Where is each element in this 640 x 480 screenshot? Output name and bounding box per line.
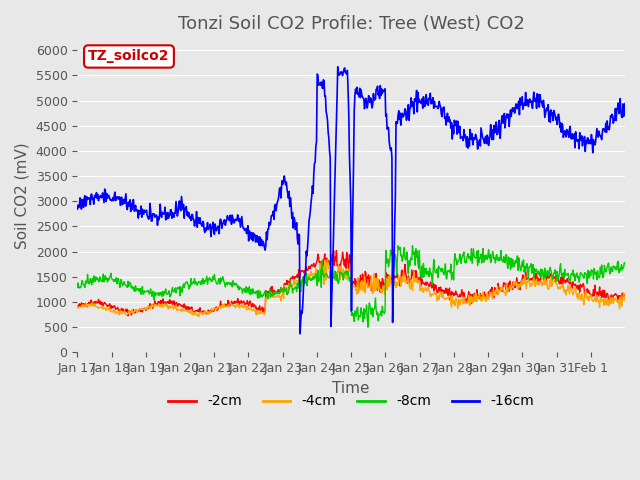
Legend: -2cm, -4cm, -8cm, -16cm: -2cm, -4cm, -8cm, -16cm	[163, 389, 540, 414]
-4cm	[490, 292, 498, 298]
-8cm	[409, 243, 417, 249]
-4cm	[195, 313, 202, 319]
-2cm	[490, 295, 498, 300]
-16cm	[393, 121, 401, 127]
-4cm	[393, 279, 401, 285]
-4cm	[424, 286, 431, 292]
-2cm	[424, 280, 431, 286]
-2cm	[124, 313, 132, 319]
-4cm	[547, 283, 554, 289]
-2cm	[107, 306, 115, 312]
-16cm	[334, 64, 342, 70]
-8cm	[406, 258, 414, 264]
-16cm	[490, 122, 498, 128]
-8cm	[74, 284, 81, 290]
-16cm	[107, 197, 115, 203]
-2cm	[74, 303, 81, 309]
-8cm	[107, 270, 115, 276]
Line: -4cm: -4cm	[77, 259, 625, 316]
-8cm	[392, 258, 400, 264]
-4cm	[324, 256, 332, 262]
-4cm	[407, 277, 415, 283]
Title: Tonzi Soil CO2 Profile: Tree (West) CO2: Tonzi Soil CO2 Profile: Tree (West) CO2	[178, 15, 525, 33]
-2cm	[407, 278, 415, 284]
-16cm	[407, 95, 415, 101]
-16cm	[621, 101, 629, 107]
-16cm	[74, 206, 81, 212]
-2cm	[621, 293, 629, 299]
-2cm	[333, 248, 340, 253]
-4cm	[621, 298, 629, 304]
-16cm	[547, 119, 554, 125]
-16cm	[424, 96, 431, 102]
-2cm	[393, 271, 401, 277]
-4cm	[107, 309, 115, 314]
Line: -2cm: -2cm	[77, 251, 625, 316]
-8cm	[547, 264, 554, 270]
-8cm	[424, 270, 431, 276]
-16cm	[296, 331, 304, 336]
-8cm	[490, 256, 498, 262]
Y-axis label: Soil CO2 (mV): Soil CO2 (mV)	[15, 143, 30, 250]
-8cm	[621, 260, 629, 266]
-4cm	[74, 303, 81, 309]
-2cm	[547, 276, 554, 281]
X-axis label: Time: Time	[332, 381, 370, 396]
-8cm	[364, 324, 372, 330]
Line: -8cm: -8cm	[77, 246, 625, 327]
Line: -16cm: -16cm	[77, 67, 625, 334]
Text: TZ_soilco2: TZ_soilco2	[88, 49, 170, 63]
